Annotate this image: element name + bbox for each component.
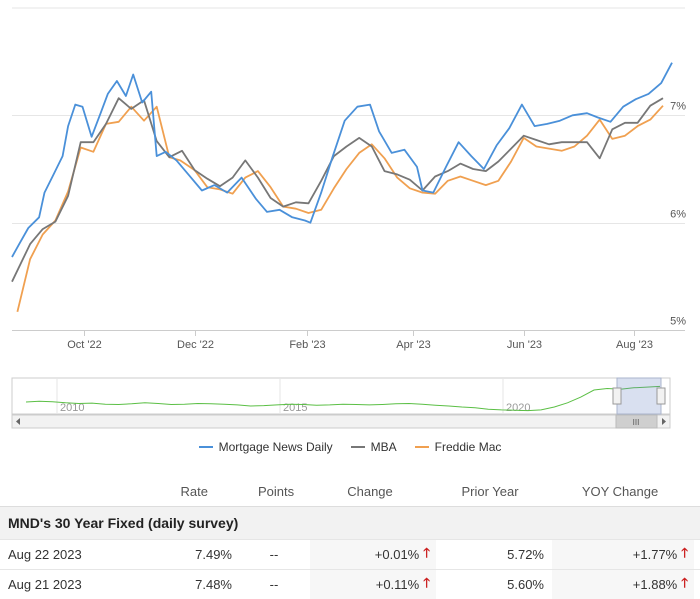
series-line-freddie (16, 105, 664, 313)
y-tick-label: 5% (670, 316, 686, 328)
row-yoy-change: +1.88% 🡑 (552, 570, 694, 599)
navigator-tick-label: 2015 (283, 402, 307, 414)
legend-label-mba: MBA (370, 440, 397, 454)
row-yoy-value: +1.88% (632, 577, 678, 592)
legend-label-freddie: Freddie Mac (434, 440, 502, 454)
x-tick-label: Apr '23 (396, 339, 431, 351)
row-change: +0.01% 🡑 (310, 540, 436, 569)
row-points: -- (269, 577, 279, 592)
row-prior-year: 5.60% (507, 577, 544, 592)
legend-swatch-mba (350, 446, 365, 448)
x-tick-label: Dec '22 (177, 339, 214, 351)
x-tick-label: Jun '23 (507, 339, 542, 351)
chart-legend: Mortgage News Daily MBA Freddie Mac (0, 440, 700, 454)
table-row: Aug 22 2023 7.49% -- +0.01% 🡑 5.72% +1.7… (0, 539, 700, 569)
row-change-value: +0.11% (375, 577, 420, 592)
rates-table: Rate Points Change Prior Year YOY Change… (0, 476, 700, 599)
scroll-right-arrow-icon (662, 418, 666, 425)
row-yoy-change: +1.77% 🡑 (552, 540, 694, 569)
navigator-selection (616, 377, 662, 415)
arrow-up-icon: 🡑 (423, 574, 430, 590)
header-change: Change (347, 483, 393, 499)
header-prior-year: Prior Year (461, 483, 519, 499)
row-change: +0.11% 🡑 (310, 570, 436, 599)
row-rate: 7.49% (195, 547, 232, 562)
legend-swatch-freddie (414, 446, 429, 448)
row-yoy-value: +1.77% (632, 547, 678, 562)
rate-chart: 5% 6% 7% Oct '22 Dec '22 Feb '23 Apr '23 Jun '2… (11, 7, 686, 429)
section-title: MND's 30 Year Fixed (daily survey) (8, 515, 239, 531)
legend-label-mnd: Mortgage News Daily (218, 440, 333, 454)
legend-item-freddie[interactable]: Freddie Mac (414, 440, 502, 454)
row-points: -- (269, 547, 279, 562)
row-rate: 7.48% (195, 577, 232, 592)
scroll-left-arrow-icon (16, 418, 20, 425)
series-line-mba (11, 97, 664, 283)
rate-chart-svg: 5% 6% 7% Oct '22 Dec '22 Feb '23 Apr '23 Jun '2… (11, 7, 686, 429)
navigator-tick-label: 2020 (506, 402, 530, 414)
arrow-up-icon: 🡑 (681, 544, 688, 560)
navigator-tick-label: 2010 (60, 402, 84, 414)
header-points: Points (258, 483, 295, 499)
row-date: Aug 21 2023 (8, 577, 82, 592)
row-change-value: +0.01% (374, 547, 420, 562)
header-rate: Rate (180, 483, 208, 499)
series-line-mnd (11, 62, 673, 258)
row-date: Aug 22 2023 (8, 547, 82, 562)
navigator-handle-left (612, 387, 622, 405)
table-row: Aug 21 2023 7.48% -- +0.11% 🡑 5.60% +1.8… (0, 569, 700, 599)
navigator-frame (11, 377, 671, 415)
table-header: Rate Points Change Prior Year YOY Change (0, 476, 700, 506)
navigator-series-line (25, 385, 661, 412)
row-prior-year: 5.72% (507, 547, 544, 562)
legend-swatch-mnd (198, 446, 213, 448)
navigator-scrollbar-grip: III (633, 418, 640, 427)
arrow-up-icon: 🡑 (423, 544, 430, 560)
legend-item-mba[interactable]: MBA (350, 440, 397, 454)
header-date (0, 476, 130, 506)
x-tick-label: Oct '22 (67, 339, 102, 351)
x-tick-label: Aug '23 (616, 339, 653, 351)
navigator-scrollbar-thumb (615, 414, 658, 429)
arrow-up-icon: 🡑 (681, 574, 688, 590)
y-tick-label: 6% (670, 209, 686, 221)
navigator-scrollbar-track (11, 414, 671, 429)
legend-item-mnd[interactable]: Mortgage News Daily (198, 440, 333, 454)
navigator-handle-right (656, 387, 666, 405)
y-tick-label: 7% (670, 101, 686, 113)
x-tick-label: Feb '23 (289, 339, 325, 351)
table-section-header: MND's 30 Year Fixed (daily survey) (0, 506, 700, 539)
header-yoy-change: YOY Change (581, 483, 659, 499)
